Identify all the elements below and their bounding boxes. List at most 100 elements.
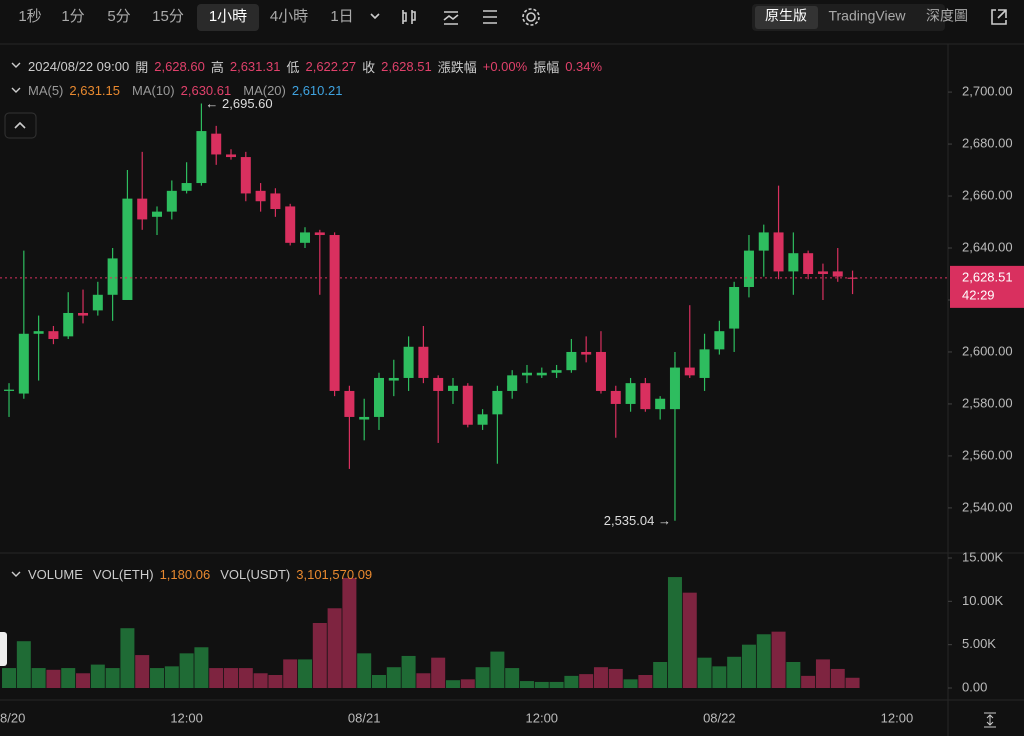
interval-tab[interactable]: 1分 <box>61 8 84 25</box>
volume-bar <box>238 668 253 688</box>
candle-body <box>714 331 725 350</box>
candle-body <box>181 183 192 191</box>
side-tab[interactable] <box>0 632 7 666</box>
candle-body <box>359 416 370 420</box>
volume-bar <box>76 673 91 688</box>
volume-bars <box>2 577 860 688</box>
candle-body <box>581 351 592 355</box>
volume-bar <box>371 675 386 688</box>
volume-bar <box>194 647 209 688</box>
ma-value: 2,610.21 <box>291 83 343 98</box>
value: 2,628.60 <box>154 59 205 74</box>
y-tick-label: 2,540.00 <box>962 499 1013 514</box>
last-price-label: 2,628.51 <box>962 269 1013 284</box>
interval-tab[interactable]: 1秒 <box>18 8 41 25</box>
volume-bar <box>327 608 342 688</box>
candle-body <box>551 370 562 373</box>
value: 2,631.31 <box>229 59 281 74</box>
candle-body <box>166 190 177 212</box>
y-tick-label: 2,580.00 <box>962 395 1013 410</box>
candle-body <box>329 235 340 391</box>
more-intervals[interactable] <box>370 13 380 20</box>
x-tick-label: 12:00 <box>526 710 559 725</box>
label: VOL(USDT) <box>220 567 291 582</box>
volume-bar <box>105 668 120 688</box>
volume-bar <box>179 653 194 688</box>
candle-body <box>462 385 473 425</box>
candle-body <box>314 232 325 236</box>
info-row: 2024/08/22 09:00 開 2,628.60 高 2,631.31 低 2,… <box>28 57 602 76</box>
label: 漲跌幅 <box>437 60 477 75</box>
interval-tab[interactable]: 1小時 <box>209 8 247 25</box>
volume-bar <box>460 679 475 688</box>
candle-body <box>344 390 355 417</box>
candle-body <box>521 372 532 376</box>
volume-bar <box>135 655 150 688</box>
settings-list-icon[interactable] <box>483 10 497 24</box>
volume-bar <box>164 666 179 688</box>
candle-body <box>507 375 518 391</box>
y-tick-label: 2,700.00 <box>962 84 1013 99</box>
view-tab[interactable]: 深度圖 <box>926 8 968 24</box>
indicator-icon[interactable] <box>443 11 459 25</box>
view-tab[interactable]: TradingView <box>828 8 906 24</box>
candle-body <box>226 154 237 158</box>
volume-bar <box>505 668 520 688</box>
volume-bar <box>638 675 653 688</box>
volume-bar <box>608 668 623 688</box>
fullscreen-icon[interactable] <box>991 9 1007 25</box>
volume-bar <box>150 668 165 688</box>
candle-body <box>536 372 547 376</box>
candle-body <box>699 349 710 378</box>
interval-tab[interactable]: 4小時 <box>270 8 308 25</box>
candle-body <box>196 131 207 184</box>
candle-body <box>122 198 133 300</box>
candle-body <box>388 377 399 381</box>
settings-icon[interactable] <box>526 12 536 22</box>
max-annotation: ← 2,695.60 <box>205 96 272 111</box>
candle-body <box>655 398 666 410</box>
countdown: 42:29 <box>962 287 995 302</box>
scale-icon[interactable] <box>984 712 996 728</box>
min-annotation: 2,535.04 → <box>604 513 671 528</box>
candle-body <box>433 377 444 391</box>
collapse-button[interactable] <box>4 112 37 139</box>
collapse-icon <box>14 121 26 129</box>
volume-bar <box>431 657 446 688</box>
volume-bar <box>519 681 534 688</box>
volume-bar <box>549 681 564 688</box>
candles <box>4 103 858 521</box>
volume-bar <box>534 681 549 688</box>
candle-body <box>18 333 29 394</box>
volume-bar <box>224 668 239 688</box>
x-tick-label: 08/22 <box>703 710 736 725</box>
interval-tab[interactable]: 5分 <box>107 8 130 25</box>
volume-bar <box>268 675 283 688</box>
volume-bar <box>593 667 608 688</box>
volume-bar <box>357 653 372 688</box>
candle-body <box>418 346 429 378</box>
volume-bar <box>297 659 312 688</box>
candle-body <box>773 232 784 272</box>
y-tick-label: 2,680.00 <box>962 135 1013 150</box>
volume-bar <box>786 662 801 688</box>
interval-tab[interactable]: 15分 <box>152 8 184 25</box>
candle-body <box>107 258 118 295</box>
volume-bar <box>401 655 416 688</box>
volume-bar <box>312 623 327 688</box>
x-tick-label: 08/20 <box>0 710 25 725</box>
view-tab[interactable]: 原生版 <box>765 8 807 24</box>
candle-body <box>832 271 843 277</box>
volume-bar <box>253 673 268 688</box>
interval-tab[interactable]: 1日 <box>330 8 353 25</box>
vol-tick-label: 10.00K <box>962 593 1004 608</box>
value: 0.34% <box>565 59 603 74</box>
candle-body <box>285 206 296 243</box>
candle-body <box>640 383 651 410</box>
candle-type-icon[interactable] <box>402 10 416 24</box>
volume-bar <box>741 644 756 688</box>
candle-body <box>595 351 606 391</box>
volume-bar <box>623 679 638 688</box>
datetime: 2024/08/22 09:00 <box>28 59 130 74</box>
